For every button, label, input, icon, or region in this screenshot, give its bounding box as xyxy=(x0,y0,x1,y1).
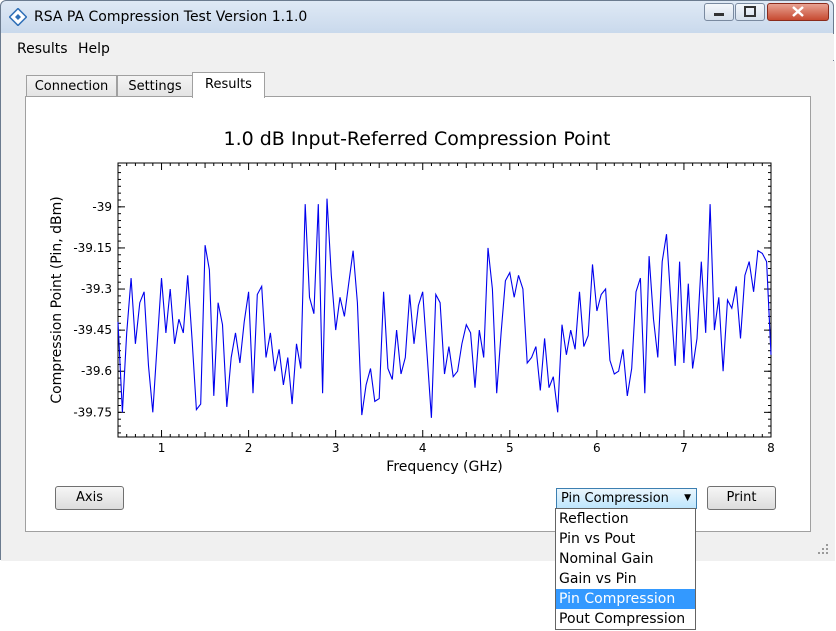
x-tick-label: 2 xyxy=(245,441,253,455)
y-tick-label: -39 xyxy=(92,200,112,214)
option-gain-vs-pin[interactable]: Gain vs Pin xyxy=(556,569,695,589)
minimize-button[interactable] xyxy=(704,3,734,21)
plot-type-select[interactable]: Pin Compression ▼ xyxy=(556,488,697,509)
menu-results[interactable]: Results xyxy=(17,41,68,57)
x-tick-label: 6 xyxy=(593,441,601,455)
option-pin-vs-pout[interactable]: Pin vs Pout xyxy=(556,529,695,549)
y-tick-label: -39.3 xyxy=(81,282,112,296)
resize-grip-icon[interactable] xyxy=(817,543,829,555)
app-window: RSA PA Compression Test Version 1.1.0 Re… xyxy=(0,0,834,560)
option-nominal-gain[interactable]: Nominal Gain xyxy=(556,549,695,569)
app-logo-icon xyxy=(9,8,27,26)
print-button[interactable]: Print xyxy=(707,486,776,510)
maximize-icon xyxy=(736,4,764,20)
x-tick-label: 5 xyxy=(506,441,514,455)
x-tick-label: 8 xyxy=(767,441,775,455)
title-bar[interactable]: RSA PA Compression Test Version 1.1.0 xyxy=(1,1,833,33)
option-pout-compression[interactable]: Pout Compression xyxy=(556,609,695,629)
y-axis-label: Compression Point (Pin, dBm) xyxy=(49,196,65,403)
y-tick-label: -39.75 xyxy=(73,405,112,419)
x-tick-label: 1 xyxy=(158,441,166,455)
option-reflection[interactable]: Reflection xyxy=(556,509,695,529)
chart-title: 1.0 dB Input-Referred Compression Point xyxy=(1,128,833,150)
y-tick-label: -39.15 xyxy=(73,241,112,255)
y-tick-label: -39.45 xyxy=(73,323,112,337)
plot-type-dropdown: Reflection Pin vs Pout Nominal Gain Gain… xyxy=(555,508,696,630)
y-tick-label: -39.6 xyxy=(81,364,112,378)
maximize-button[interactable] xyxy=(735,3,765,21)
close-button[interactable] xyxy=(767,3,829,21)
x-axis-label: Frequency (GHz) xyxy=(386,459,502,475)
plot-frame xyxy=(118,163,771,437)
minimize-icon xyxy=(705,4,733,20)
chevron-down-icon: ▼ xyxy=(684,489,691,508)
menu-help[interactable]: Help xyxy=(78,41,110,57)
plot-type-selected: Pin Compression xyxy=(561,491,669,506)
x-tick-label: 3 xyxy=(332,441,340,455)
tab-connection[interactable]: Connection xyxy=(26,75,117,97)
axis-button[interactable]: Axis xyxy=(55,486,124,510)
menu-bar: Results Help xyxy=(2,34,834,60)
window-title: RSA PA Compression Test Version 1.1.0 xyxy=(34,9,307,25)
x-tick-label: 7 xyxy=(680,441,688,455)
tab-settings[interactable]: Settings xyxy=(117,75,193,97)
compression-chart: 1 2 3 4 5 6 7 8 -39 -39.15 -39.3 -39.45 -39.6 -39.75 F… xyxy=(1,151,835,481)
option-pin-compression[interactable]: Pin Compression xyxy=(556,589,695,609)
x-tick-label: 4 xyxy=(419,441,427,455)
tab-results[interactable]: Results xyxy=(192,72,265,98)
close-icon xyxy=(768,4,828,20)
